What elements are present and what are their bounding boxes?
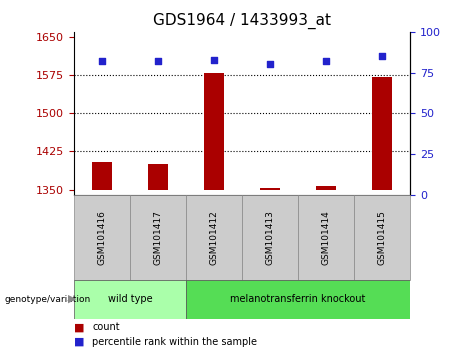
Text: GSM101416: GSM101416: [97, 210, 106, 265]
Text: melanotransferrin knockout: melanotransferrin knockout: [230, 294, 366, 304]
Point: [98, 58, 106, 64]
Bar: [130, 195, 186, 280]
Bar: [74, 195, 130, 280]
Bar: [186, 195, 242, 280]
Bar: [92, 162, 112, 190]
Text: count: count: [92, 322, 120, 332]
Point: [323, 58, 330, 64]
Point: [154, 58, 162, 64]
Bar: [298, 195, 354, 280]
Bar: [316, 185, 336, 190]
Bar: [148, 164, 168, 190]
Point: [266, 62, 274, 67]
Text: wild type: wild type: [107, 294, 152, 304]
Point: [210, 57, 218, 62]
Bar: [354, 195, 410, 280]
Text: percentile rank within the sample: percentile rank within the sample: [92, 337, 257, 347]
Text: GSM101417: GSM101417: [154, 210, 162, 265]
Text: GSM101415: GSM101415: [378, 210, 387, 265]
Text: GSM101414: GSM101414: [322, 210, 331, 264]
Bar: [260, 188, 280, 190]
Point: [378, 53, 386, 59]
Bar: [242, 195, 298, 280]
Text: GSM101412: GSM101412: [209, 210, 219, 264]
Bar: [186, 280, 410, 319]
Text: ■: ■: [74, 337, 84, 347]
Title: GDS1964 / 1433993_at: GDS1964 / 1433993_at: [153, 13, 331, 29]
Text: ■: ■: [74, 322, 84, 332]
Bar: [74, 280, 186, 319]
Text: ▶: ▶: [68, 294, 77, 304]
Text: GSM101413: GSM101413: [266, 210, 275, 265]
Text: genotype/variation: genotype/variation: [5, 295, 91, 304]
Bar: [372, 77, 392, 190]
Bar: [204, 73, 224, 190]
